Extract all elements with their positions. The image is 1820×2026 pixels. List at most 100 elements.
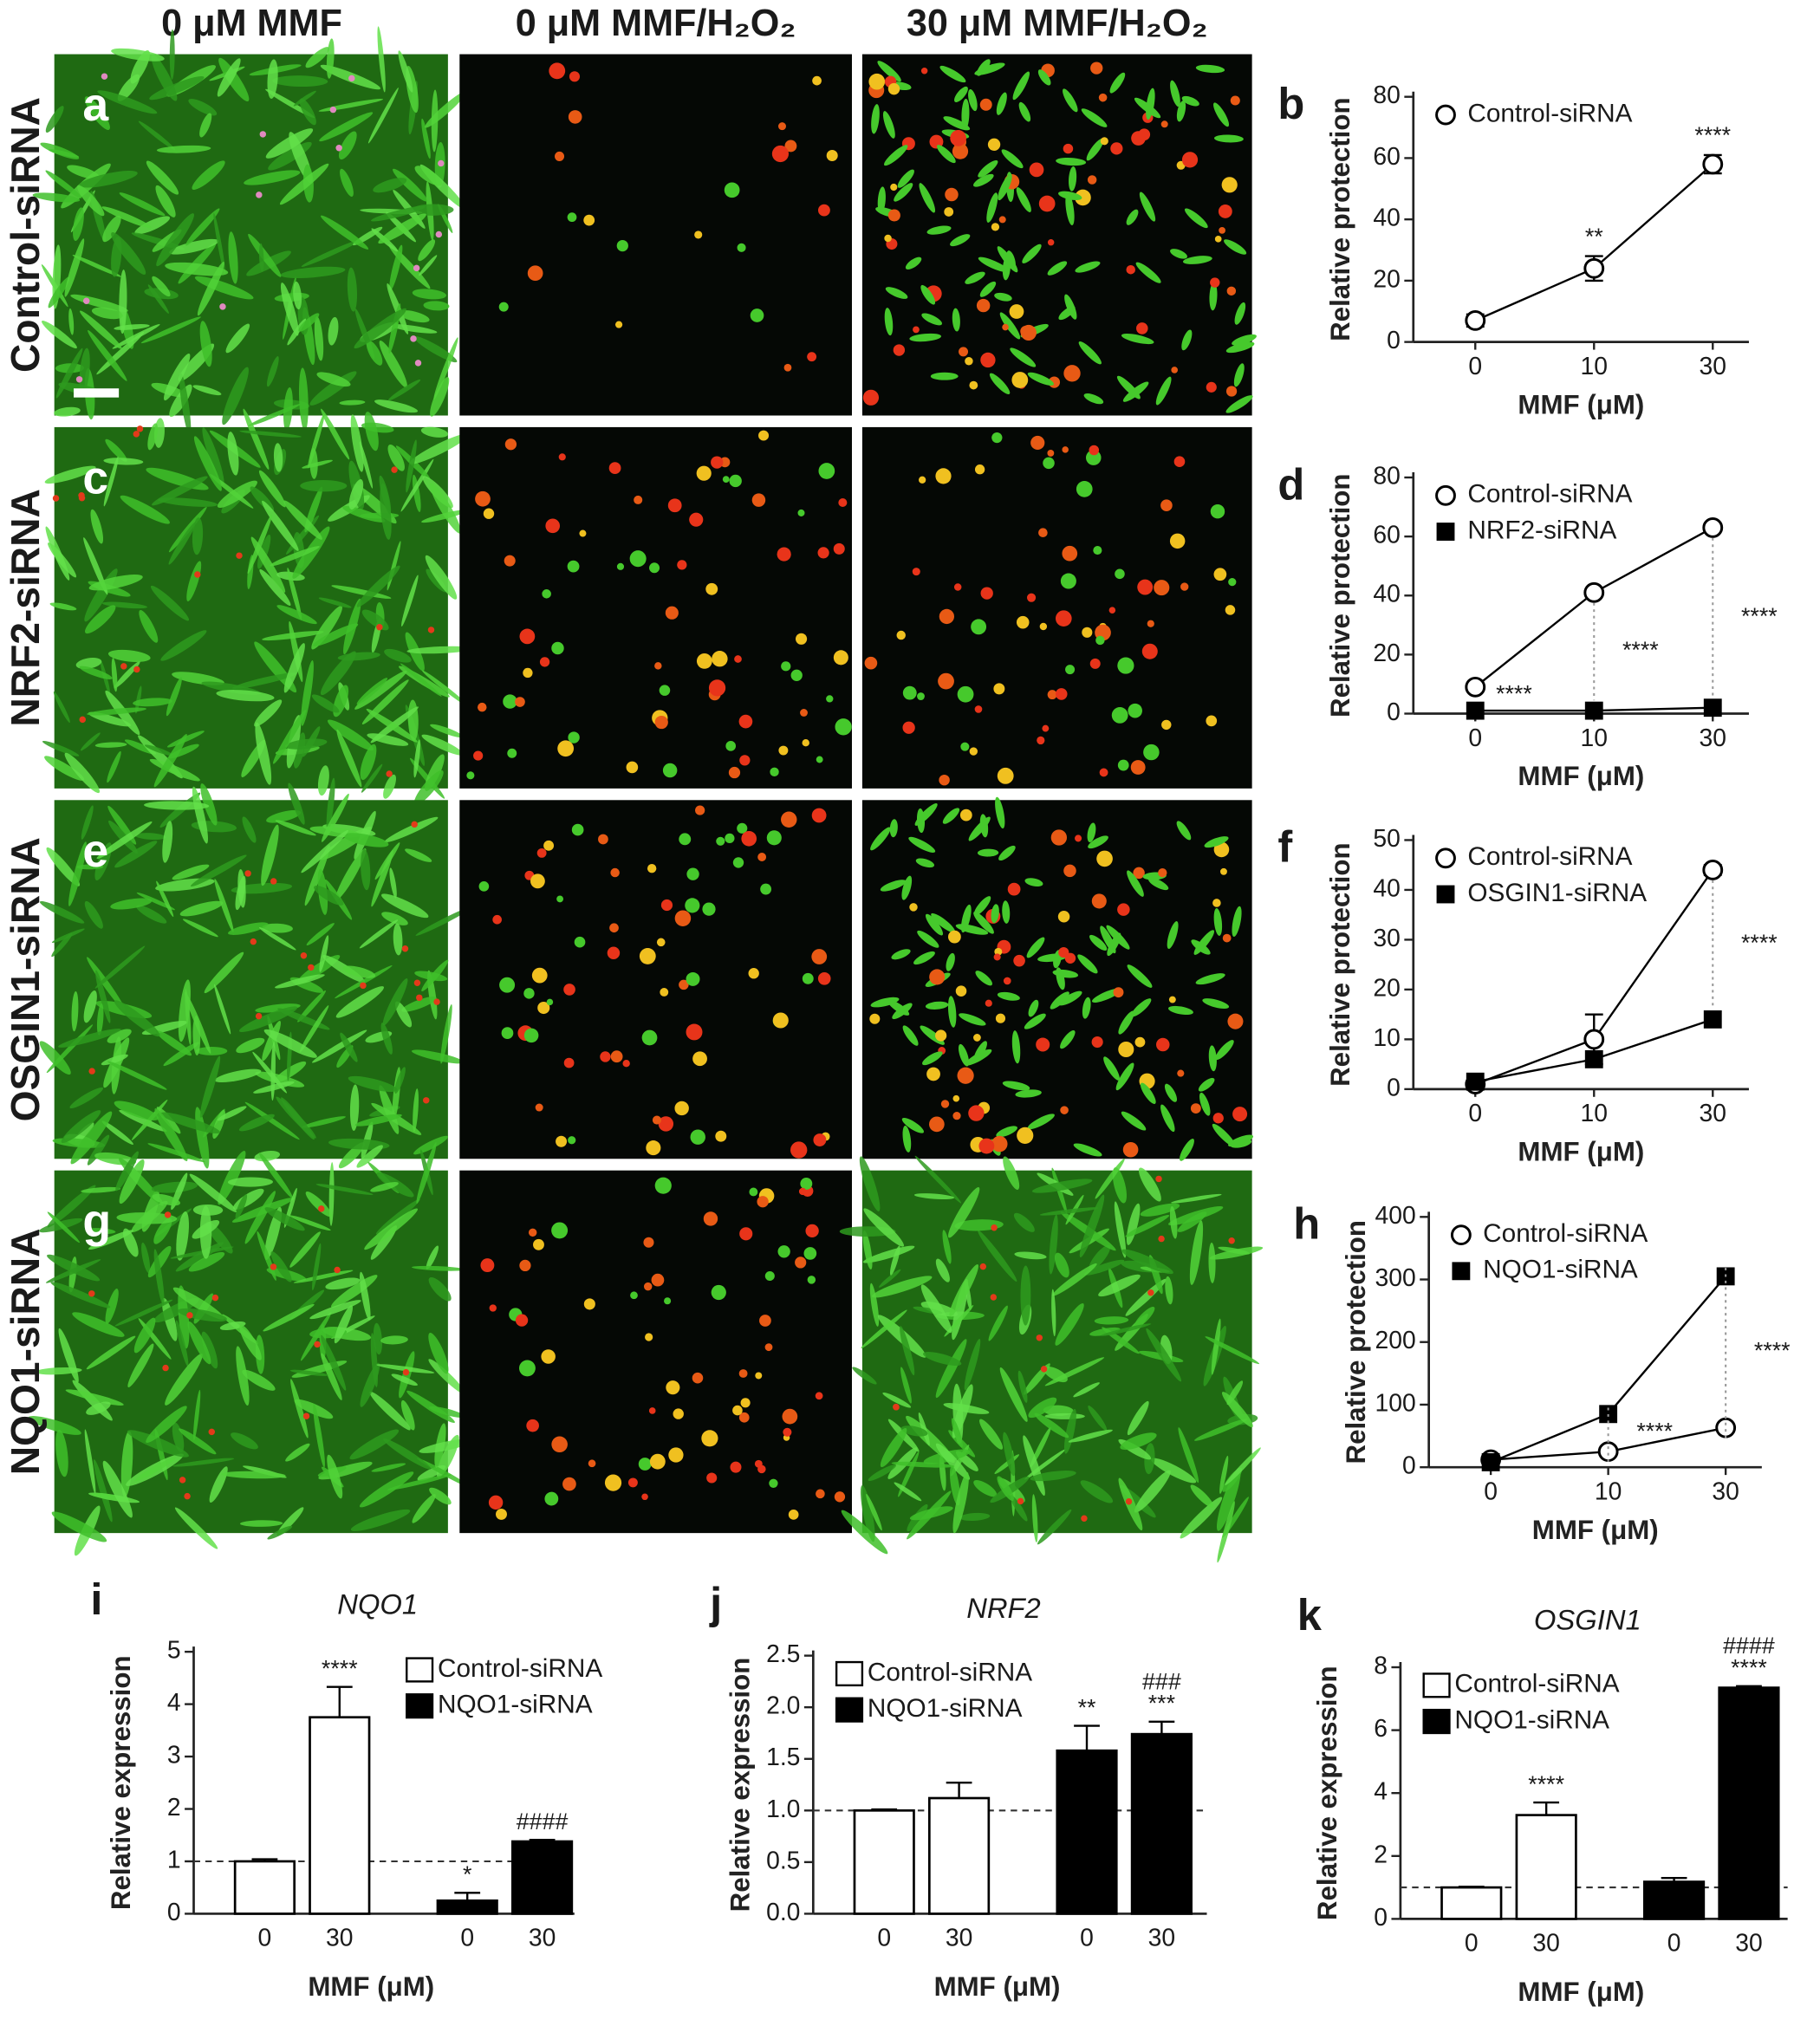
cell [1016,187,1031,212]
cell [583,214,595,226]
cell [556,1135,568,1147]
cell [1020,1265,1031,1326]
cell [1026,937,1045,958]
dead-cell [979,1263,987,1270]
cell [778,745,789,756]
cell [760,883,772,895]
data-point [1583,1029,1605,1050]
cell [242,1369,276,1391]
cell [979,1419,1004,1450]
cell [609,923,619,933]
cell [1096,850,1113,867]
cell [483,508,495,519]
cell [1017,1370,1028,1403]
cell [894,183,913,202]
cell [1127,964,1153,988]
cell [373,178,407,193]
cell [83,537,108,595]
cell [545,518,561,534]
cell [302,459,333,469]
chart-title: NRF2 [966,1592,1041,1624]
cell [1099,768,1108,777]
cell [370,1182,399,1192]
cell [1181,329,1193,351]
cell [146,1406,187,1443]
cell [1227,1013,1244,1029]
cell [868,73,886,90]
bar [1515,1814,1577,1920]
cell [178,1308,227,1322]
cell [892,1003,913,1020]
cell [616,239,628,252]
cell [379,340,407,388]
cell [139,610,159,643]
cell [889,1245,900,1276]
cell [343,833,389,847]
cell [991,432,1003,444]
cell [45,170,82,198]
cell [406,1390,455,1424]
y-tick-label: 300 [1375,1263,1416,1291]
cell [199,321,212,367]
cell [356,1145,383,1168]
cell [973,1034,981,1042]
y-tick-label: 2.0 [766,1692,800,1719]
cell [105,438,127,462]
cell [960,742,970,751]
dead-cell [402,1368,410,1376]
cell [1052,969,1079,978]
cell [917,930,939,948]
cell [414,166,443,186]
cell [885,287,908,299]
cell [777,1245,790,1258]
cell [692,1372,704,1384]
cell [935,1029,947,1042]
dead-cell [184,1492,191,1500]
cell [283,386,293,431]
cell [959,1512,991,1521]
cell [1075,834,1082,842]
dead-cell [334,1266,341,1274]
cell [952,308,960,332]
cell [1171,1193,1222,1204]
y-tick-label: 5 [167,1636,181,1664]
cell [1115,568,1125,580]
cell [172,1422,185,1452]
cell [119,192,166,217]
cell [127,1343,154,1387]
y-tick-label: 80 [1373,461,1400,489]
legend-label: NQO1-siRNA [438,1691,593,1719]
cell [1100,925,1116,954]
cell [1143,744,1160,761]
y-tick-label: 1.5 [766,1743,800,1770]
cell [96,331,145,375]
cell [1125,1278,1167,1316]
cell [1112,1167,1127,1204]
cell [1167,921,1179,949]
cell [236,1037,265,1054]
x-tick-label: 10 [1581,724,1608,751]
cell [869,1282,880,1327]
cell [896,630,906,640]
cell [784,140,797,153]
cell [1055,610,1072,627]
cell [730,1461,742,1473]
cell [996,92,1007,115]
cell [891,949,911,960]
cell [274,1061,307,1082]
x-tick-label: 30 [529,1924,556,1951]
cell [231,672,297,689]
cell [379,475,392,515]
column-title: 0 μM MMF/H₂O₂ [516,3,796,44]
cell [1101,1323,1152,1336]
cell [1039,1207,1099,1216]
cell [369,1391,411,1431]
cell [102,1460,133,1518]
cell [111,232,146,275]
cell [149,75,205,101]
cell [1095,1159,1125,1199]
cell [374,399,419,413]
cell [70,1111,113,1165]
bar [1718,1686,1780,1920]
cell [918,1412,930,1446]
